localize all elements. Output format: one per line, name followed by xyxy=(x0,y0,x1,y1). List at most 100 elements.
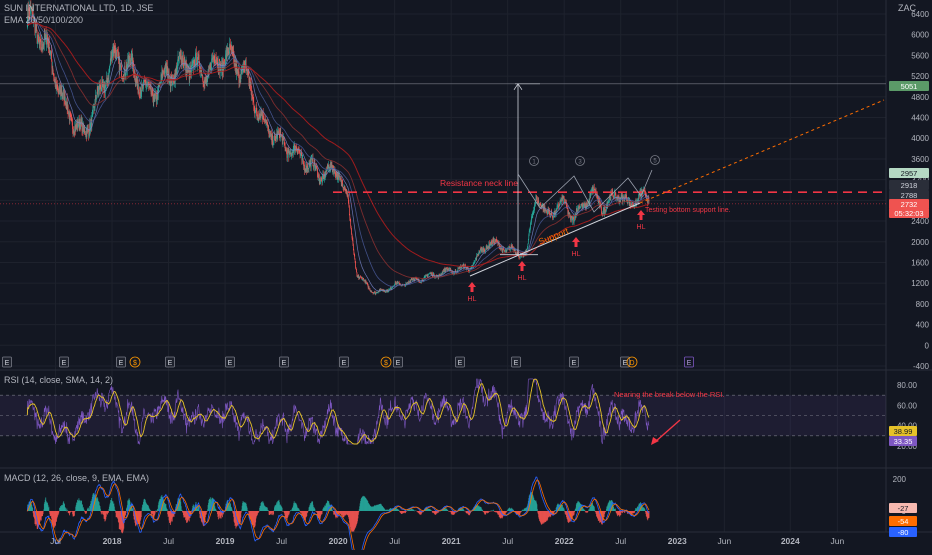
macd-histogram-bar xyxy=(182,510,183,511)
macd-histogram-bar xyxy=(537,509,538,511)
macd-histogram-bar xyxy=(584,510,585,511)
time-axis-tick: Jun xyxy=(717,536,731,546)
macd-histogram-bar xyxy=(241,511,242,513)
macd-histogram-bar xyxy=(314,509,315,511)
macd-histogram-bar xyxy=(108,511,109,513)
time-axis-tick: 2021 xyxy=(442,536,461,546)
macd-histogram-bar xyxy=(167,509,168,511)
resistance-label: Resistance neck line xyxy=(440,178,518,188)
earnings-event-letter: E xyxy=(228,360,233,367)
macd-histogram-bar xyxy=(74,511,75,512)
candle-body xyxy=(493,239,494,242)
hl-label: HL xyxy=(468,296,477,303)
macd-histogram-bar xyxy=(100,509,101,511)
price-axis-tick: 800 xyxy=(916,300,930,309)
macd-histogram-bar xyxy=(48,507,49,511)
time-axis-tick: Jul xyxy=(276,536,287,546)
rsi-break-label: Nearing the break below the RSI. xyxy=(614,390,724,399)
candle-body xyxy=(317,169,318,177)
macd-histogram-bar xyxy=(84,510,85,511)
macd-histogram-bar xyxy=(67,510,68,511)
price-axis-tick: 400 xyxy=(916,321,930,330)
macd-histogram-bar xyxy=(132,508,133,511)
price-axis-tick: 2400 xyxy=(911,217,929,226)
rsi-axis-tick: 80.00 xyxy=(897,381,918,390)
rsi-axis-tick: 60.00 xyxy=(897,401,918,410)
macd-histogram-bar xyxy=(299,510,300,511)
macd-histogram-bar xyxy=(588,511,589,512)
macd-histogram-bar xyxy=(268,510,269,511)
hl-label: HL xyxy=(572,251,581,258)
macd-histogram-bar xyxy=(58,511,59,513)
candle-body xyxy=(350,221,351,226)
candle-body xyxy=(349,206,350,215)
macd-histogram-bar xyxy=(463,510,464,511)
macd-histogram-bar xyxy=(488,511,489,513)
rsi-indicator-label: RSI (14, close, SMA, 14, 2) xyxy=(4,375,113,385)
price-axis-tick: 1200 xyxy=(911,279,929,288)
candle-body xyxy=(564,198,565,199)
macd-histogram-bar xyxy=(594,510,595,511)
price-axis-tick: 5200 xyxy=(911,72,929,81)
earnings-event-letter: E xyxy=(396,360,401,367)
time-axis-tick: 2018 xyxy=(103,536,122,546)
high-price-tag: 2918 xyxy=(901,181,918,190)
macd-histogram-bar xyxy=(358,511,359,512)
macd-histogram-bar xyxy=(564,509,565,511)
time-axis-tick: 2020 xyxy=(329,536,348,546)
symbol-title: SUN INTERNATIONAL LTD, 1D, JSE xyxy=(4,3,153,13)
price-axis-tick: 4400 xyxy=(911,114,929,123)
last-price-tag: 2732 xyxy=(901,200,918,209)
macd-histogram-bar xyxy=(32,508,33,511)
macd-histogram-bar xyxy=(207,511,208,512)
candle-body xyxy=(96,95,97,99)
earnings-event-letter: E xyxy=(168,360,173,367)
price-axis-tick: 1600 xyxy=(911,258,929,267)
macd-axis-tick: 200 xyxy=(893,475,907,484)
price-axis-tick: 2000 xyxy=(911,238,929,247)
candle-body xyxy=(273,145,274,146)
candle-body xyxy=(443,271,444,273)
candle-body xyxy=(105,87,106,93)
time-axis-tick: 2024 xyxy=(781,536,800,546)
earnings-event-letter: E xyxy=(282,360,287,367)
ema-indicator-label: EMA 20/50/100/200 xyxy=(4,15,83,25)
macd-hist-value-tag: -27 xyxy=(898,504,909,513)
candle-body xyxy=(516,253,517,254)
candle-body xyxy=(528,244,529,248)
earnings-event-letter: E xyxy=(572,360,577,367)
dividend-event-letter: D xyxy=(629,360,634,367)
time-axis-tick: Jul xyxy=(389,536,400,546)
dividend-event-letter: $ xyxy=(384,360,388,367)
macd-value-tag: -80 xyxy=(898,528,909,537)
candle-body xyxy=(51,51,52,60)
macd-histogram-bar xyxy=(43,511,44,514)
macd-histogram-bar xyxy=(554,511,555,512)
macd-histogram-bar xyxy=(216,510,217,511)
price-axis-tick: 3600 xyxy=(911,155,929,164)
candle-body xyxy=(340,176,341,179)
macd-histogram-bar xyxy=(574,511,575,512)
macd-histogram-bar xyxy=(191,511,192,512)
macd-histogram-bar xyxy=(482,510,483,511)
hl-label: HL xyxy=(518,275,527,282)
price-axis-tick: 4800 xyxy=(911,93,929,102)
rsi-ma-value-tag: 38.99 xyxy=(894,427,913,436)
earnings-event-letter: E xyxy=(687,360,692,367)
candle-body xyxy=(115,48,116,52)
macd-histogram-bar xyxy=(634,511,635,513)
target-price-tag: 5051 xyxy=(901,82,918,91)
macd-histogram-bar xyxy=(156,511,157,512)
price-axis-tick: -400 xyxy=(913,362,930,371)
countdown-tag: 05:32:03 xyxy=(894,209,923,218)
macd-histogram-bar xyxy=(273,511,274,514)
candle-body xyxy=(316,166,317,169)
candle-body xyxy=(95,99,96,107)
macd-histogram-bar xyxy=(332,510,333,511)
macd-histogram-bar xyxy=(65,510,66,511)
time-axis-tick: Jul xyxy=(50,536,61,546)
candle-body xyxy=(272,135,273,145)
earnings-event-letter: E xyxy=(5,360,10,367)
